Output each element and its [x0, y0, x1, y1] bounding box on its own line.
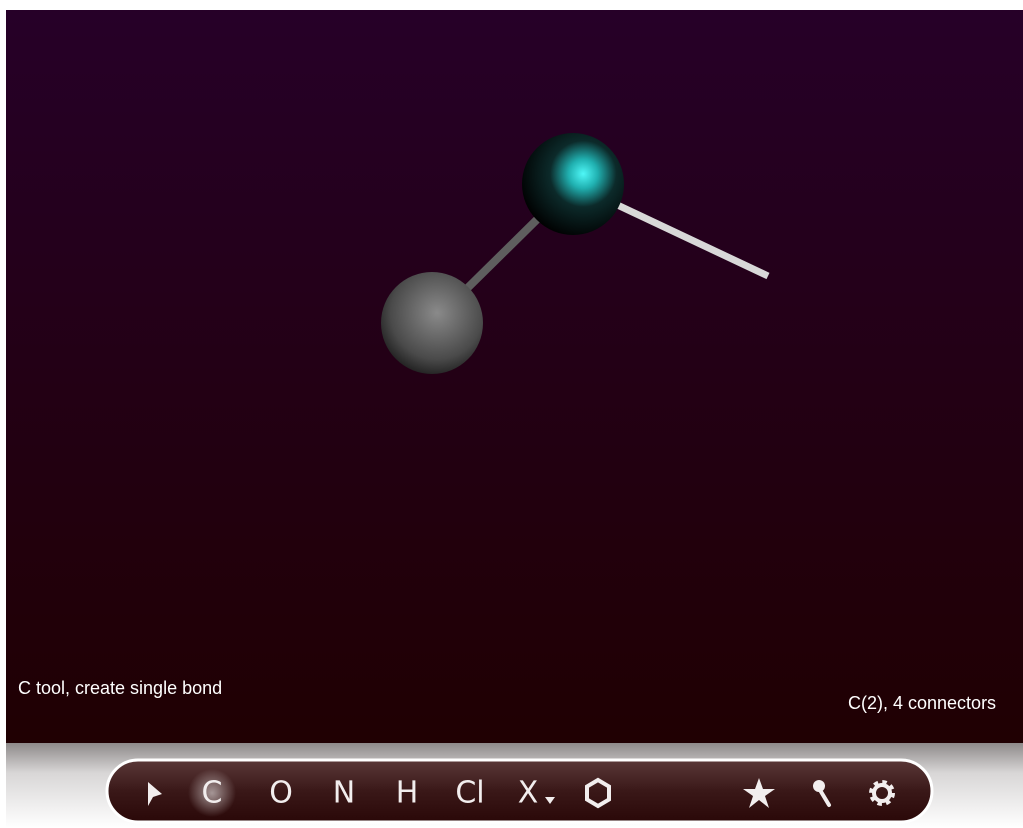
element-tool[interactable]: H [396, 776, 419, 811]
tool-status: C tool, create single bond [18, 678, 222, 698]
page: {"status": {"tool": "C tool, create sing… [0, 0, 1023, 828]
element-tool[interactable]: C [202, 776, 223, 811]
element-tool[interactable]: X [518, 776, 539, 811]
viewport[interactable] [6, 10, 1023, 743]
editor: C tool, create single bond C(2), 4 conne… [0, 0, 1023, 828]
element-tool[interactable]: Cl [455, 776, 484, 811]
atom[interactable] [381, 272, 483, 374]
element-tool[interactable]: N [333, 776, 355, 811]
selected-atom[interactable] [522, 133, 624, 235]
selection-status: C(2), 4 connectors [848, 693, 996, 713]
element-tool[interactable]: O [269, 776, 293, 811]
